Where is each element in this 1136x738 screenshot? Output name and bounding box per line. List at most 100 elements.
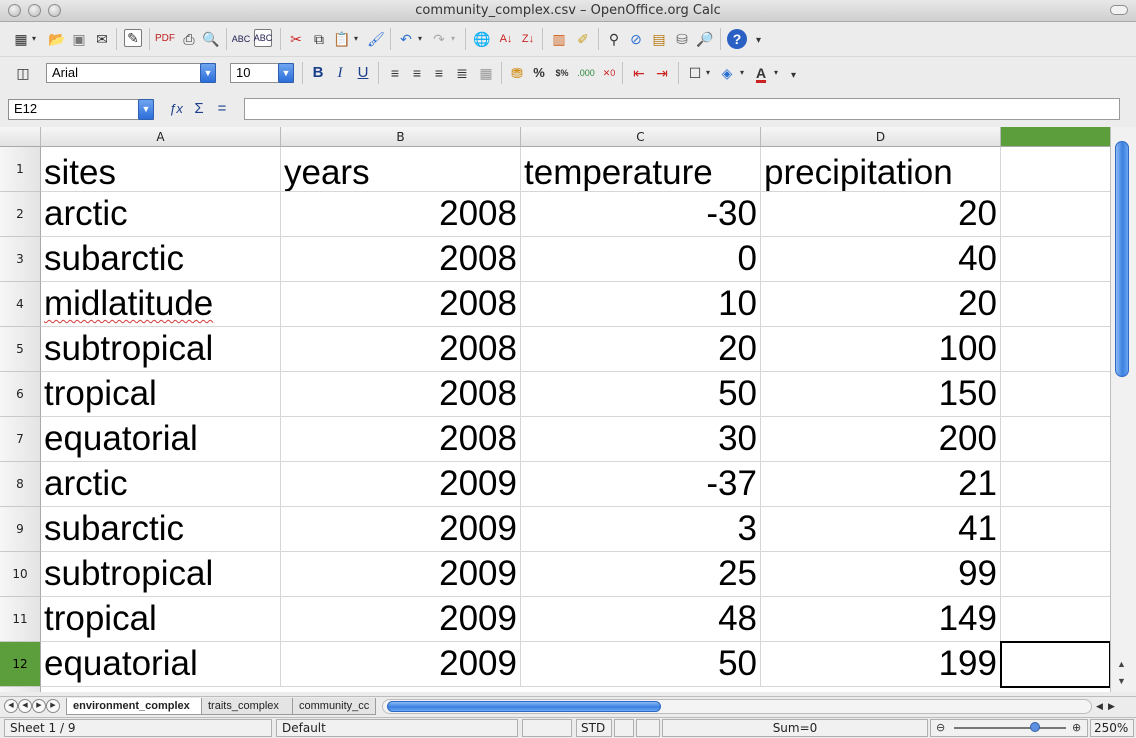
zoom-window-button[interactable] <box>48 4 61 17</box>
table-cell[interactable]: equatorial <box>41 417 281 462</box>
close-window-button[interactable] <box>8 4 21 17</box>
print-icon[interactable]: ⎙ <box>183 31 195 47</box>
delete-decimal-icon[interactable]: ✕0 <box>602 68 616 78</box>
row-header[interactable]: 3 <box>0 237 41 282</box>
font-color-dropdown-icon[interactable]: ▾ <box>774 68 779 77</box>
sort-ascending-icon[interactable]: A↓ <box>499 33 513 45</box>
sheet-tab-traits-complex[interactable]: traits_complex <box>201 698 293 715</box>
table-cell[interactable] <box>1001 597 1110 642</box>
table-cell[interactable] <box>1001 462 1110 507</box>
sheet-tab-environment-complex[interactable]: environment_complex <box>66 698 202 715</box>
sum-button[interactable]: Σ <box>194 100 204 117</box>
show-draw-functions-icon[interactable]: ✐ <box>577 31 589 47</box>
sheet-tab-community-complex[interactable]: community_cc <box>292 698 376 715</box>
header-cell[interactable]: temperature <box>521 147 761 192</box>
new-dropdown-icon[interactable]: ▾ <box>32 34 37 43</box>
font-color-icon[interactable]: A <box>755 65 767 81</box>
table-cell[interactable]: 2008 <box>281 327 521 372</box>
row-header[interactable]: 11 <box>0 597 41 642</box>
data-sources-icon[interactable]: ⛁ <box>676 31 688 47</box>
paste-icon[interactable]: 📋 <box>333 31 351 47</box>
add-decimal-icon[interactable]: .000 <box>577 68 595 78</box>
row-header[interactable]: 10 <box>0 552 41 597</box>
copy-icon[interactable]: ⧉ <box>314 31 324 47</box>
table-cell[interactable]: 3 <box>521 507 761 552</box>
spellcheck-icon[interactable]: ABC <box>231 34 251 44</box>
formula-input[interactable] <box>244 98 1120 120</box>
column-header-e[interactable] <box>1001 127 1110 147</box>
first-sheet-icon[interactable]: ◀ <box>4 699 18 713</box>
zoom-slider[interactable] <box>954 727 1066 729</box>
page-preview-icon[interactable]: 🔍 <box>202 31 220 47</box>
table-cell[interactable]: -30 <box>521 192 761 237</box>
row-header[interactable] <box>0 687 41 692</box>
find-replace-icon[interactable]: ⚲ <box>608 31 620 47</box>
table-cell[interactable] <box>1001 237 1110 282</box>
toolbar-toggle-button[interactable] <box>1110 5 1128 15</box>
table-cell[interactable]: 41 <box>761 507 1001 552</box>
background-color-icon[interactable]: ◈ <box>721 65 733 81</box>
table-cell[interactable] <box>1001 552 1110 597</box>
table-cell[interactable]: 2008 <box>281 192 521 237</box>
row-header[interactable]: 7 <box>0 417 41 462</box>
table-cell[interactable]: 2008 <box>281 372 521 417</box>
table-cell[interactable]: arctic <box>41 462 281 507</box>
underline-button[interactable]: U <box>357 64 369 81</box>
scroll-down-icon[interactable]: ▼ <box>1117 676 1126 686</box>
sum-display[interactable]: Sum=0 <box>662 719 928 737</box>
zoom-icon[interactable]: 🔎 <box>696 31 714 47</box>
row-header[interactable]: 9 <box>0 507 41 552</box>
table-cell[interactable]: subarctic <box>41 507 281 552</box>
currency-format-icon[interactable]: ⛃ <box>511 65 523 81</box>
table-cell[interactable]: tropical <box>41 372 281 417</box>
undo-dropdown-icon[interactable]: ▾ <box>418 34 423 43</box>
function-wizard-icon[interactable]: ƒx <box>169 101 183 116</box>
chart-icon[interactable]: ▥ <box>552 31 566 47</box>
previous-sheet-icon[interactable]: ◀ <box>18 699 32 713</box>
row-header[interactable]: 8 <box>0 462 41 507</box>
edit-file-icon[interactable]: ✎ <box>124 29 142 47</box>
table-cell[interactable]: 20 <box>761 282 1001 327</box>
table-cell[interactable]: 40 <box>761 237 1001 282</box>
redo-icon[interactable]: ↷ <box>433 31 445 47</box>
help-icon[interactable]: ? <box>727 29 747 49</box>
row-header[interactable]: 6 <box>0 372 41 417</box>
column-header-c[interactable]: C <box>521 127 761 147</box>
horizontal-scroll-thumb[interactable] <box>387 701 661 712</box>
scroll-right-icon[interactable]: ▶ <box>1108 701 1115 711</box>
chevron-down-icon[interactable]: ▼ <box>278 63 294 83</box>
toolbar-overflow-icon[interactable]: ▾ <box>756 35 762 46</box>
minimize-window-button[interactable] <box>28 4 41 17</box>
chevron-down-icon[interactable]: ▼ <box>138 99 154 120</box>
table-cell[interactable]: 2009 <box>281 642 521 687</box>
align-right-icon[interactable]: ≡ <box>434 65 444 81</box>
toolbar-overflow-icon[interactable]: ▾ <box>791 70 797 81</box>
table-cell[interactable]: subtropical <box>41 552 281 597</box>
undo-icon[interactable]: ↶ <box>400 31 412 47</box>
clone-formatting-icon[interactable]: 🖌 <box>367 31 385 47</box>
table-cell[interactable]: -37 <box>521 462 761 507</box>
chevron-down-icon[interactable]: ▼ <box>200 63 216 83</box>
table-cell[interactable]: 50 <box>521 642 761 687</box>
table-cell[interactable] <box>1001 282 1110 327</box>
column-header-a[interactable]: A <box>41 127 281 147</box>
column-header-d[interactable]: D <box>761 127 1001 147</box>
table-cell[interactable]: 2008 <box>281 237 521 282</box>
standard-format-button[interactable]: $% <box>555 68 569 78</box>
horizontal-scrollbar[interactable] <box>382 699 1092 714</box>
table-cell[interactable] <box>1001 372 1110 417</box>
table-cell[interactable]: 50 <box>521 372 761 417</box>
zoom-out-icon[interactable]: ⊖ <box>936 721 946 734</box>
increase-indent-icon[interactable]: ⇥ <box>656 65 668 81</box>
vertical-scroll-thumb[interactable] <box>1115 141 1129 377</box>
table-cell[interactable]: 0 <box>521 237 761 282</box>
open-icon[interactable]: 📂 <box>48 31 66 47</box>
table-cell[interactable]: arctic <box>41 192 281 237</box>
table-cell[interactable]: 48 <box>521 597 761 642</box>
paste-dropdown-icon[interactable]: ▾ <box>354 34 359 43</box>
vertical-scrollbar[interactable]: ▲ ▼ <box>1110 127 1136 692</box>
hyperlink-icon[interactable]: 🌐 <box>473 31 491 47</box>
merge-cells-icon[interactable]: ▦ <box>479 65 493 81</box>
table-cell[interactable]: 150 <box>761 372 1001 417</box>
redo-dropdown-icon[interactable]: ▾ <box>451 34 456 43</box>
